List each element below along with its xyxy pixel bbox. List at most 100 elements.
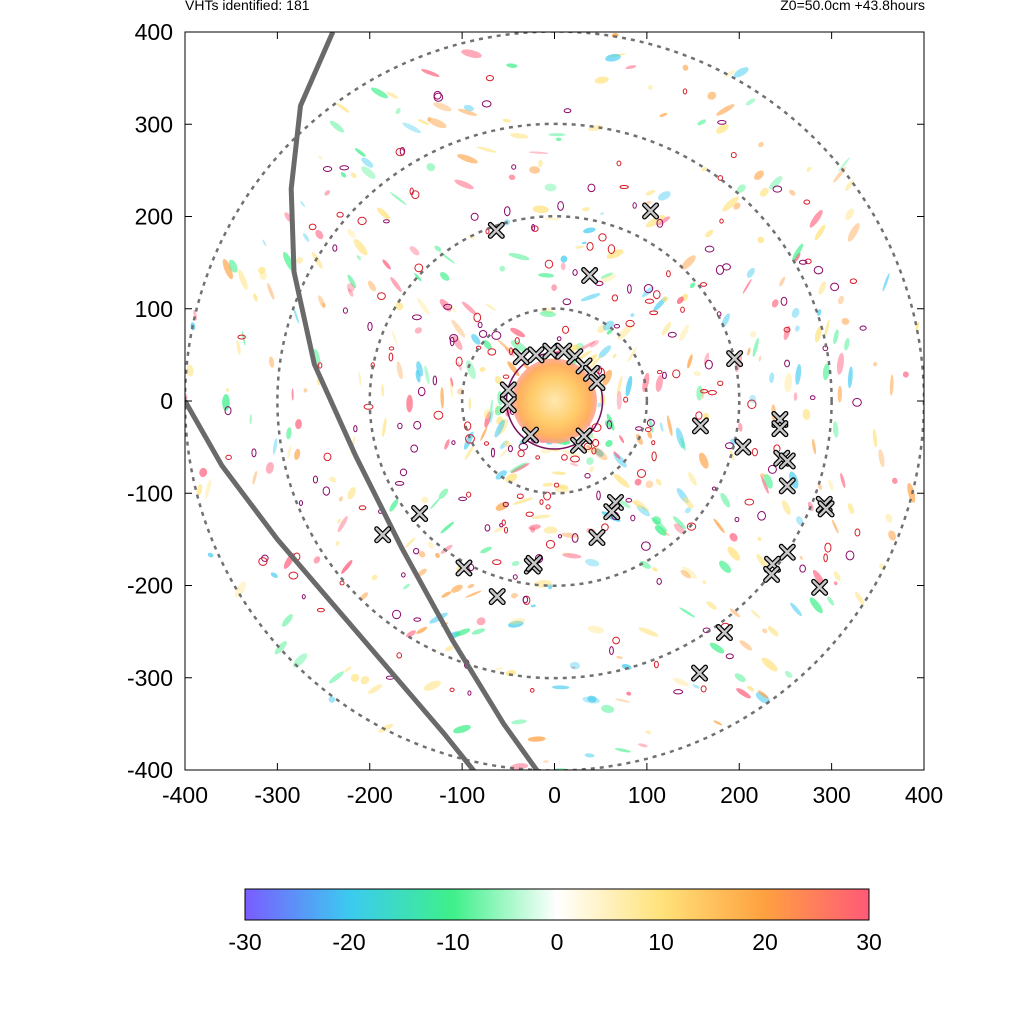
tracks: [185, 32, 540, 770]
contour-loop: [417, 386, 426, 397]
field-blob: [654, 525, 667, 536]
contour-loop: [367, 321, 373, 332]
field-blob: [386, 91, 399, 99]
field-blob: [837, 295, 844, 305]
contour-loop: [451, 440, 456, 446]
contour-loop: [518, 442, 529, 451]
contour-loop: [481, 100, 492, 108]
y-tick-label: -100: [127, 480, 173, 506]
contour-loop: [695, 411, 703, 420]
field-blob: [295, 419, 302, 430]
field-blob: [818, 281, 827, 295]
field-blob: [582, 207, 591, 212]
field-blob: [585, 558, 600, 567]
x-tick-label: 300: [812, 782, 850, 808]
contour-loop: [569, 455, 580, 463]
field-blob: [337, 515, 348, 533]
contour-loop: [584, 472, 591, 479]
contour-loop: [845, 550, 855, 561]
field-blob: [396, 361, 403, 380]
field-blob: [440, 521, 455, 534]
colorbar-tick-label: 0: [551, 929, 564, 955]
field-blob: [757, 690, 769, 699]
vht-marker: [575, 427, 593, 445]
field-blob: [484, 411, 491, 428]
field-blob: [838, 157, 851, 172]
contour-loop: [719, 218, 724, 224]
contour-loop: [725, 653, 734, 660]
field-blob: [734, 673, 746, 683]
field-blob: [706, 601, 717, 610]
field-blob: [418, 551, 426, 558]
field-blob: [402, 122, 421, 134]
field-blob: [416, 361, 423, 377]
field-blob: [757, 536, 762, 542]
field-blob: [287, 445, 291, 459]
field-blob: [621, 663, 632, 670]
field-blob: [336, 102, 350, 113]
field-blob: [606, 413, 615, 431]
field-blob: [494, 667, 504, 671]
field-blob: [371, 87, 389, 99]
contour-loop: [562, 298, 572, 306]
contour-layer: [224, 74, 867, 696]
range-ring: [460, 307, 649, 495]
y-tick-label: 200: [135, 204, 173, 230]
field-blob: [733, 202, 741, 210]
field-blob: [544, 183, 557, 192]
contour-loop: [823, 553, 828, 563]
field-blob: [504, 440, 511, 448]
vht-count-label: VHTs identified: 181: [185, 0, 310, 13]
field-blob: [510, 593, 518, 599]
field-blob: [328, 696, 336, 703]
field-blob: [228, 259, 238, 273]
field-blob: [751, 609, 761, 619]
field-blob: [409, 246, 420, 256]
field-blob: [424, 365, 430, 385]
field-blob: [619, 435, 625, 444]
field-blob: [471, 628, 486, 635]
colorbar-tick-label: 20: [752, 929, 778, 955]
field-blob: [390, 192, 407, 206]
vht-marker: [691, 664, 709, 682]
field-blob: [511, 560, 520, 567]
vht-marker: [771, 420, 789, 438]
contour-loop: [612, 636, 620, 645]
contour-loop: [261, 554, 269, 562]
vht-marker: [582, 364, 600, 382]
field-blob: [703, 352, 710, 366]
field-blob: [417, 119, 430, 126]
contour-loop: [339, 580, 345, 586]
field-blob: [698, 452, 709, 469]
contour-loop: [323, 452, 332, 462]
contour-loop: [433, 410, 444, 420]
field-blob: [476, 146, 497, 153]
contour-loop: [512, 574, 518, 580]
field-blob: [361, 157, 374, 168]
field-blob: [645, 189, 656, 196]
vht-marker: [763, 565, 781, 583]
contour-loop: [396, 652, 403, 659]
x-tick-label: 0: [548, 782, 561, 808]
field-blob: [423, 680, 441, 691]
contour-loop: [401, 572, 406, 578]
field-blob: [570, 462, 579, 467]
field-blob: [506, 63, 518, 68]
contour-loop: [545, 539, 556, 549]
contour-loop: [830, 282, 840, 292]
contour-loop: [757, 511, 767, 521]
field-blob: [489, 410, 494, 424]
field-blob: [688, 472, 697, 486]
field-blob: [823, 319, 830, 339]
contour-loop: [563, 108, 572, 114]
contour-loop: [722, 263, 731, 271]
field-blob: [382, 417, 387, 438]
field-blob: [528, 151, 549, 154]
storm-track: [288, 32, 540, 770]
contour-loop: [784, 359, 791, 368]
field-blob: [505, 473, 518, 483]
contour-loop: [707, 390, 717, 396]
field-blob: [616, 655, 623, 660]
field-blob: [632, 500, 643, 509]
field-blob: [495, 470, 508, 480]
